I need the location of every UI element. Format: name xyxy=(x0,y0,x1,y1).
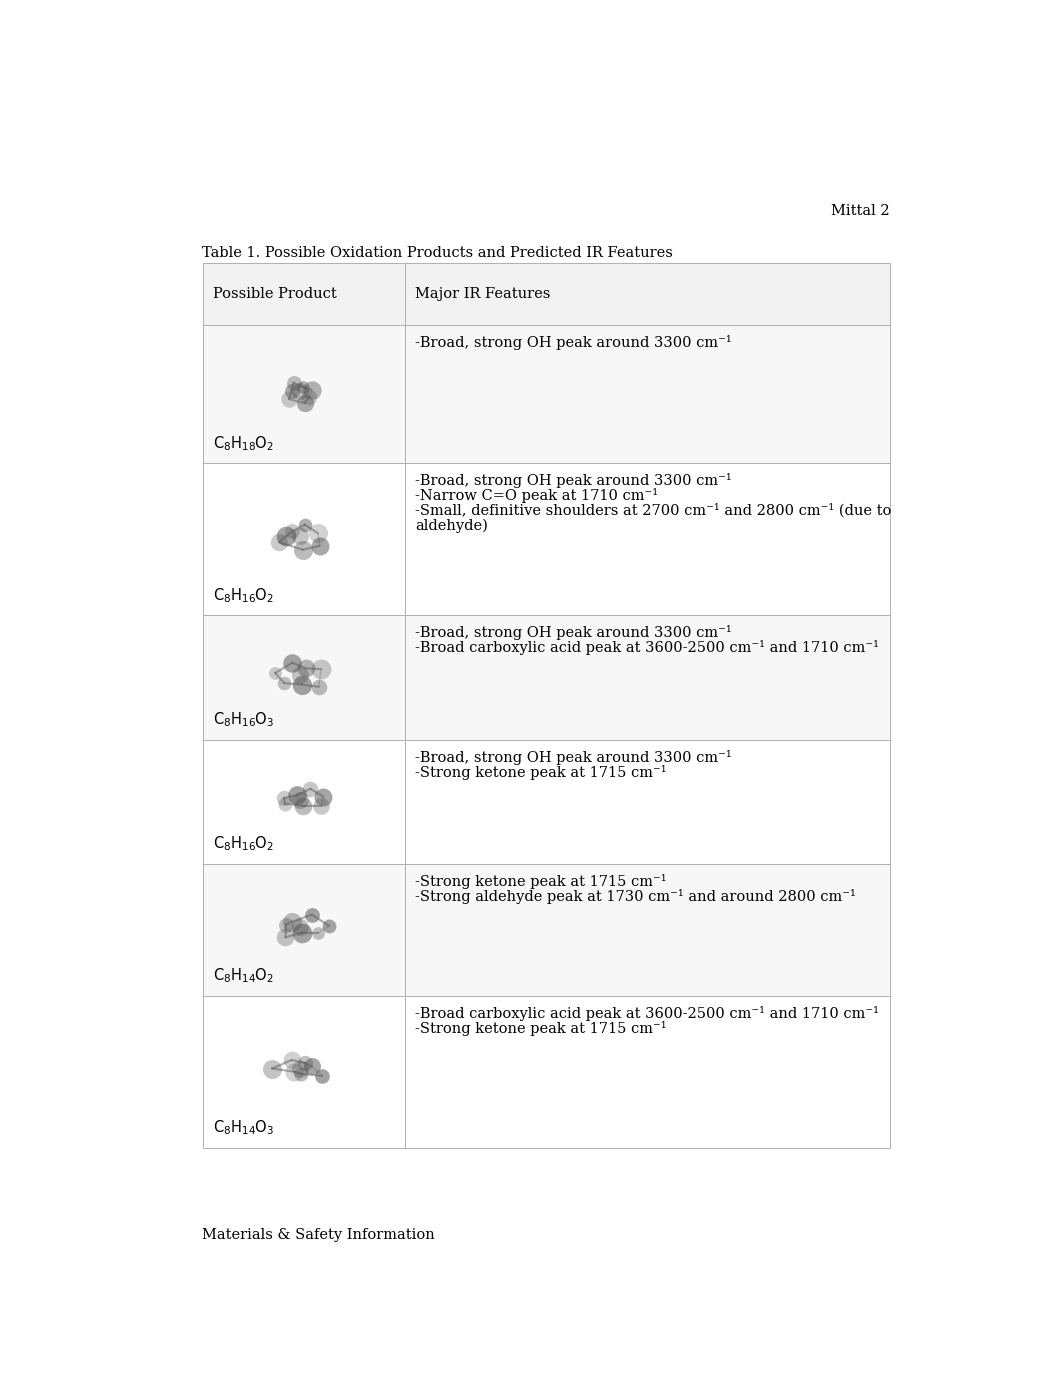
Point xyxy=(302,777,319,799)
Point xyxy=(293,1062,310,1084)
Point xyxy=(314,1065,331,1087)
Bar xyxy=(203,996,890,1148)
Point xyxy=(291,381,308,403)
Bar xyxy=(203,263,890,1148)
Point xyxy=(271,531,288,553)
Point xyxy=(293,922,310,944)
Point xyxy=(280,388,297,410)
Text: Table 1. Possible Oxidation Products and Predicted IR Features: Table 1. Possible Oxidation Products and… xyxy=(203,246,673,260)
Text: $\mathrm{C_8H_{18}O_2}$: $\mathrm{C_8H_{18}O_2}$ xyxy=(212,433,274,453)
Text: Materials & Safety Information: Materials & Safety Information xyxy=(203,1229,435,1243)
Point xyxy=(291,916,308,938)
Point xyxy=(276,793,293,815)
Point xyxy=(291,526,308,548)
Point xyxy=(285,372,302,394)
Point xyxy=(291,665,308,687)
Text: -Strong ketone peak at 1715 cm⁻¹: -Strong ketone peak at 1715 cm⁻¹ xyxy=(415,765,667,780)
Text: -Broad carboxylic acid peak at 3600-2500 cm⁻¹ and 1710 cm⁻¹: -Broad carboxylic acid peak at 3600-2500… xyxy=(415,1006,879,1021)
Point xyxy=(304,1055,321,1077)
Text: -Strong ketone peak at 1715 cm⁻¹: -Strong ketone peak at 1715 cm⁻¹ xyxy=(415,1021,667,1036)
Point xyxy=(291,788,308,810)
Text: -Strong aldehyde peak at 1730 cm⁻¹ and around 2800 cm⁻¹: -Strong aldehyde peak at 1730 cm⁻¹ and a… xyxy=(415,889,856,904)
Point xyxy=(289,784,306,806)
Text: -Strong ketone peak at 1715 cm⁻¹: -Strong ketone peak at 1715 cm⁻¹ xyxy=(415,874,667,889)
Point xyxy=(291,1058,308,1080)
Point xyxy=(304,904,321,926)
Text: -Broad carboxylic acid peak at 3600-2500 cm⁻¹ and 1710 cm⁻¹: -Broad carboxylic acid peak at 3600-2500… xyxy=(415,640,879,655)
Text: Possible Product: Possible Product xyxy=(212,288,337,301)
Text: -Broad, strong OH peak around 3300 cm⁻¹: -Broad, strong OH peak around 3300 cm⁻¹ xyxy=(415,626,732,640)
Point xyxy=(293,674,310,696)
Text: -Narrow C=O peak at 1710 cm⁻¹: -Narrow C=O peak at 1710 cm⁻¹ xyxy=(415,488,658,504)
Text: Mittal 2: Mittal 2 xyxy=(832,204,890,217)
Point xyxy=(284,1049,301,1071)
Point xyxy=(294,795,311,817)
Point xyxy=(277,526,294,548)
Text: $\mathrm{C_8H_{14}O_2}$: $\mathrm{C_8H_{14}O_2}$ xyxy=(212,966,274,985)
Text: -Broad, strong OH peak around 3300 cm⁻¹: -Broad, strong OH peak around 3300 cm⁻¹ xyxy=(415,750,732,765)
Point xyxy=(286,1061,303,1083)
Bar xyxy=(203,325,890,464)
Text: $\mathrm{C_8H_{14}O_3}$: $\mathrm{C_8H_{14}O_3}$ xyxy=(212,1119,274,1137)
Bar xyxy=(203,263,890,1148)
Text: -Broad, strong OH peak around 3300 cm⁻¹: -Broad, strong OH peak around 3300 cm⁻¹ xyxy=(415,473,732,488)
Point xyxy=(277,914,294,936)
Point xyxy=(276,671,293,694)
Point xyxy=(275,787,292,809)
Point xyxy=(310,676,327,698)
Point xyxy=(313,795,330,817)
Text: $\mathrm{C_8H_{16}O_3}$: $\mathrm{C_8H_{16}O_3}$ xyxy=(212,710,274,729)
Point xyxy=(284,520,301,542)
Point xyxy=(296,1051,313,1073)
Point xyxy=(321,915,338,937)
Bar xyxy=(203,263,890,325)
Point xyxy=(294,539,311,561)
Point xyxy=(303,378,320,400)
Point xyxy=(312,658,329,680)
Point xyxy=(284,652,301,674)
Point xyxy=(301,387,318,409)
Bar xyxy=(203,464,890,615)
Point xyxy=(296,513,313,535)
Point xyxy=(267,662,284,684)
Point xyxy=(297,658,314,680)
Text: aldehyde): aldehyde) xyxy=(415,519,489,533)
Text: $\mathrm{C_8H_{16}O_2}$: $\mathrm{C_8H_{16}O_2}$ xyxy=(212,586,274,604)
Point xyxy=(284,911,301,933)
Point xyxy=(277,926,294,948)
Point xyxy=(315,786,332,808)
Point xyxy=(284,380,301,402)
Point xyxy=(263,1058,280,1080)
Point xyxy=(311,535,328,557)
Bar xyxy=(203,864,890,996)
Text: -Broad, strong OH peak around 3300 cm⁻¹: -Broad, strong OH peak around 3300 cm⁻¹ xyxy=(415,336,732,350)
Point xyxy=(296,392,313,414)
Text: -Small, definitive shoulders at 2700 cm⁻¹ and 2800 cm⁻¹ (due to: -Small, definitive shoulders at 2700 cm⁻… xyxy=(415,504,892,517)
Bar xyxy=(203,615,890,740)
Point xyxy=(309,523,326,545)
Point xyxy=(309,922,326,944)
Point xyxy=(294,376,311,398)
Text: $\mathrm{C_8H_{16}O_2}$: $\mathrm{C_8H_{16}O_2}$ xyxy=(212,835,274,853)
Text: Major IR Features: Major IR Features xyxy=(415,288,551,301)
Bar xyxy=(203,740,890,864)
